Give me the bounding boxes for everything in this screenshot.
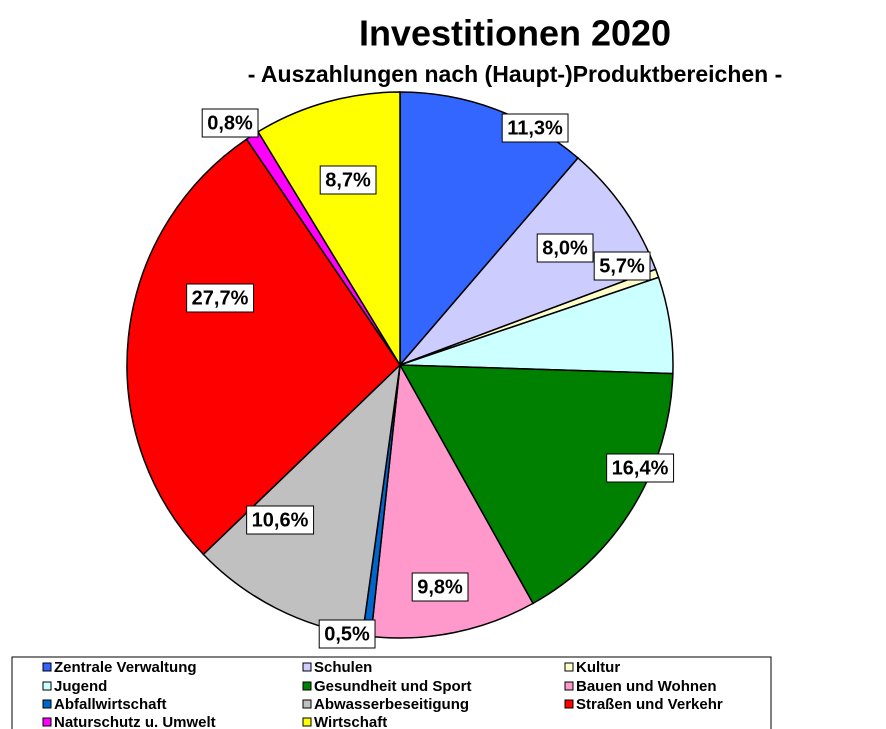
data-label-text: 11,3% (507, 117, 563, 139)
data-label-box (318, 619, 376, 649)
data-label: 27,7% (186, 283, 255, 313)
data-label-text: 9,8% (417, 576, 463, 598)
legend-label: Bauen und Wohnen (576, 678, 717, 695)
pie-slice (370, 362, 535, 639)
legend-swatch (564, 699, 574, 709)
legend-label: Abwasserbeseitigung (314, 696, 469, 713)
legend-label: Schulen (314, 659, 372, 676)
pie-slice (257, 91, 401, 368)
pie-slice (399, 156, 657, 366)
legend-swatch (302, 717, 312, 727)
data-label-box (246, 505, 315, 535)
data-label: 8,7% (319, 165, 377, 195)
legend-label: Kultur (576, 659, 620, 676)
legend-swatch (42, 662, 52, 672)
data-label-text: 8,7% (325, 169, 371, 191)
data-label-text: 0,8% (207, 112, 253, 134)
legend-swatch (302, 681, 312, 691)
pie-slice (398, 364, 674, 605)
data-label-box (501, 113, 569, 143)
legend-swatch (302, 662, 312, 672)
legend-label: Naturschutz u. Umwelt (54, 714, 216, 729)
data-label-text: 10,6% (252, 509, 309, 531)
pie-slice (399, 91, 580, 368)
chart-subtitle: - Auszahlungen nach (Haupt-)Produktberei… (248, 61, 783, 87)
data-label-text: 8,0% (542, 237, 588, 259)
data-label: 16,4% (606, 453, 675, 483)
legend-label: Zentrale Verwaltung (54, 659, 197, 676)
data-label-box (536, 233, 594, 263)
data-label-box (201, 108, 259, 138)
legend-swatch (302, 699, 312, 709)
slices (126, 91, 674, 639)
data-label-box (593, 251, 651, 281)
legend-swatch (564, 662, 574, 672)
data-label: 9,8% (411, 572, 469, 602)
data-label-text: 0,5% (324, 623, 370, 645)
legend-swatch (42, 699, 52, 709)
data-label-box (606, 453, 675, 483)
legend: Zentrale Verwaltung Schulen Kultur Jugend Ge… (42, 659, 723, 729)
legend-label: Wirtschaft (314, 714, 387, 729)
data-label: 8,0% (536, 233, 594, 263)
legend-swatch (564, 681, 574, 691)
legend-label: Gesundheit und Sport (314, 678, 472, 695)
data-label-box (186, 283, 255, 313)
data-label: 0,8% (201, 108, 259, 138)
data-label-text: 5,7% (599, 255, 645, 277)
legend-label: Straßen und Verkehr (576, 696, 723, 713)
data-label-box (319, 165, 377, 195)
pie-slice (126, 138, 401, 556)
data-label: 5,7% (593, 251, 651, 281)
chart-title: Investitionen 2020 (359, 13, 671, 54)
legend-box (11, 656, 772, 729)
data-label-text: 27,7% (192, 287, 249, 309)
data-label-box (411, 572, 469, 602)
data-label: 10,6% (246, 505, 315, 535)
legend-label: Jugend (54, 678, 107, 695)
legend-swatch (42, 717, 52, 727)
data-label-text: 16,4% (612, 457, 669, 479)
data-label: 11,3% (501, 113, 569, 143)
legend-swatch (42, 681, 52, 691)
legend-label: Abfallwirtschaft (54, 696, 167, 713)
data-label: 0,5% (318, 619, 376, 649)
